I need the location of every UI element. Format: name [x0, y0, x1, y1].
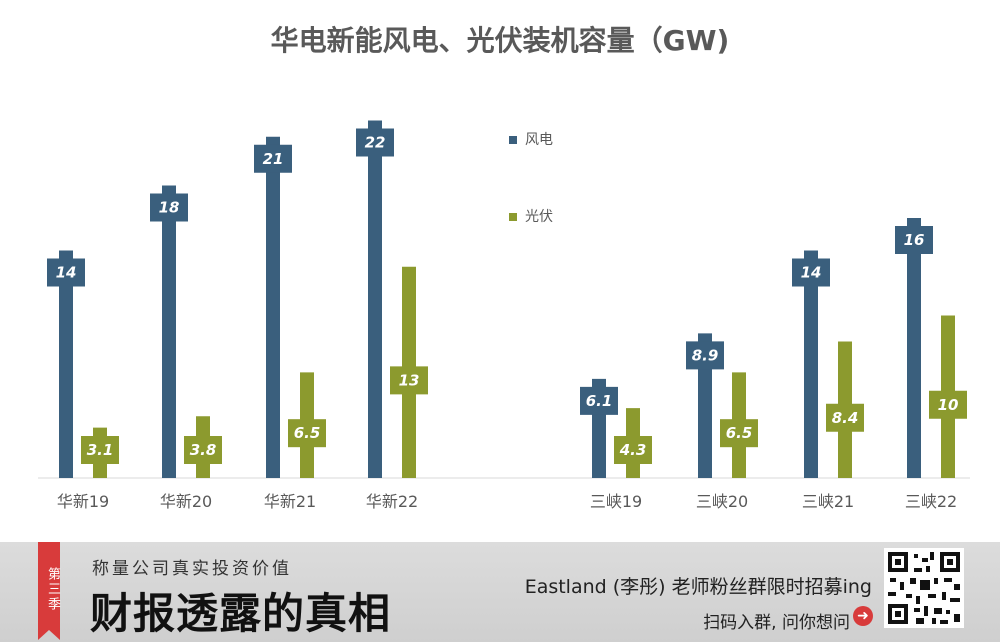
legend-swatch	[509, 213, 517, 221]
data-label: 14	[56, 264, 77, 282]
data-label: 6.1	[586, 392, 613, 410]
legend-label: 风电	[525, 132, 553, 148]
x-tick-label: 华新19	[57, 492, 109, 511]
qr-code-icon[interactable]	[884, 548, 964, 628]
data-label-box	[614, 436, 652, 464]
data-label: 3.8	[190, 441, 217, 459]
data-label-box	[895, 226, 933, 254]
chart: 华电新能风电、光伏装机容量（GW) 华新19 华新20 华新21 华新22 三峡19 三峡…	[38, 24, 970, 511]
bar-wind	[59, 250, 73, 478]
x-tick-label: 三峡21	[802, 492, 854, 511]
arrow-right-icon: ➜	[853, 606, 873, 626]
x-tick-label: 华新20	[160, 492, 212, 511]
data-label: 21	[263, 150, 284, 168]
bar-wind	[804, 250, 818, 478]
x-tick-label: 三峡22	[905, 492, 957, 511]
data-label-box	[81, 436, 119, 464]
legend-swatch	[509, 136, 517, 144]
data-label: 14	[801, 264, 822, 282]
x-tick-label: 华新21	[264, 492, 316, 511]
bar-wind	[368, 120, 382, 478]
bar-wind	[266, 136, 280, 478]
chart-title: 华电新能风电、光伏装机容量（GW)	[271, 24, 730, 57]
recruit-text: Eastland (李彤) 老师粉丝群限时招募ing	[524, 576, 872, 598]
data-label-box	[254, 144, 292, 173]
data-label-box	[826, 403, 864, 432]
data-label-box	[47, 258, 85, 287]
data-label: 16	[904, 231, 925, 249]
bar-wind	[162, 185, 176, 478]
data-label-box	[580, 386, 618, 415]
data-label-box	[792, 258, 830, 287]
data-label-box	[150, 193, 188, 222]
data-label-box	[390, 366, 428, 395]
data-label: 13	[399, 371, 420, 389]
data-label-box	[356, 128, 394, 157]
data-label-box	[929, 390, 967, 419]
promo-banner: 第三季 称量公司真实投资价值 财报透露的真相 Eastland (李彤) 老师粉…	[0, 542, 1000, 642]
data-label: 6.5	[294, 424, 321, 442]
data-label: 8.9	[692, 346, 719, 364]
data-label-box	[686, 341, 724, 370]
legend-label: 光伏	[525, 209, 553, 225]
plot-area: 华新19 华新20 华新21 华新22 三峡19 三峡20 三峡21 三峡22 14 18 21 22…	[38, 120, 970, 511]
brand-title: 财报透露的真相	[90, 589, 392, 638]
data-label: 22	[365, 134, 386, 152]
tagline: 称量公司真实投资价值	[92, 559, 292, 579]
scan-text: 扫码入群, 问你想问	[703, 613, 850, 633]
x-tick-label: 三峡20	[696, 492, 748, 511]
x-tick-label: 三峡19	[590, 492, 642, 511]
data-label-box	[720, 419, 758, 448]
data-label: 18	[159, 199, 180, 217]
bar-wind	[907, 218, 921, 478]
data-label-box	[184, 436, 222, 464]
season-ribbon: 第三季	[38, 542, 60, 640]
bar-wind	[698, 333, 712, 478]
data-label: 8.4	[832, 409, 859, 427]
data-label: 6.5	[726, 424, 753, 442]
data-label: 4.3	[619, 441, 647, 459]
data-label-box	[288, 419, 326, 448]
data-label: 10	[938, 396, 959, 414]
x-tick-label: 华新22	[366, 492, 418, 511]
data-label: 3.1	[87, 441, 114, 459]
